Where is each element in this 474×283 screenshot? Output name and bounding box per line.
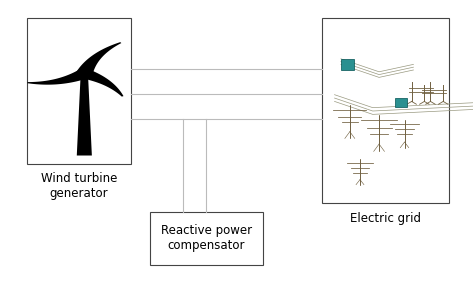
FancyBboxPatch shape <box>322 18 449 203</box>
Polygon shape <box>81 69 124 97</box>
Text: Wind turbine
generator: Wind turbine generator <box>41 172 118 200</box>
FancyBboxPatch shape <box>150 212 263 265</box>
Polygon shape <box>27 70 90 85</box>
Text: Reactive power
compensator: Reactive power compensator <box>161 224 252 252</box>
Polygon shape <box>77 76 92 156</box>
Polygon shape <box>76 42 121 75</box>
Text: Electric grid: Electric grid <box>350 212 421 224</box>
FancyBboxPatch shape <box>395 98 407 107</box>
FancyBboxPatch shape <box>27 18 131 164</box>
FancyBboxPatch shape <box>341 59 354 70</box>
